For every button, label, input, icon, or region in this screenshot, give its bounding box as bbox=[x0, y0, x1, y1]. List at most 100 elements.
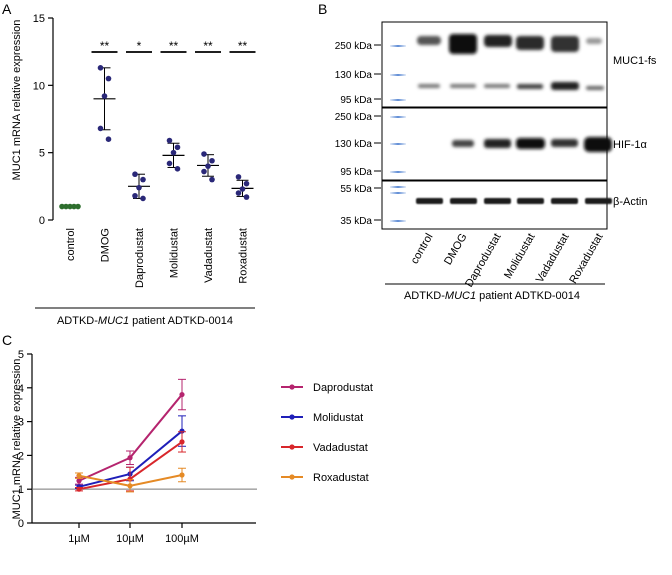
data-point bbox=[97, 65, 104, 71]
band bbox=[416, 198, 443, 204]
ladder-band bbox=[390, 74, 406, 76]
blot-name: HIF-1α bbox=[613, 139, 648, 151]
data-point bbox=[179, 391, 185, 398]
ladder-band bbox=[390, 192, 406, 194]
kda-label: 130 kDa bbox=[335, 139, 373, 150]
lane-label: Daprodustat bbox=[463, 232, 503, 290]
band bbox=[484, 198, 511, 204]
panel-c-series bbox=[75, 378, 186, 493]
x-tick-label: control bbox=[65, 228, 77, 261]
data-point bbox=[209, 176, 215, 183]
panel-a-significance: ** * ** ** ** bbox=[91, 39, 256, 53]
panel-b: B bbox=[318, 1, 657, 302]
x-tick-label: 10µM bbox=[116, 533, 144, 545]
blot-muc1 bbox=[381, 21, 608, 108]
panel-b-label: B bbox=[318, 1, 327, 17]
data-point bbox=[132, 192, 138, 199]
kda-label: 130 kDa bbox=[335, 70, 373, 81]
panel-a: A MUC1 mRNA relative expression 0 5 10 15 c… bbox=[2, 1, 256, 327]
y-tick-label: 2 bbox=[18, 450, 24, 462]
band bbox=[584, 137, 612, 152]
ladder-band bbox=[390, 116, 406, 118]
blot-name: MUC1-fs bbox=[613, 55, 657, 67]
y-tick-label: 10 bbox=[33, 80, 45, 92]
band bbox=[517, 84, 543, 89]
data-point bbox=[166, 160, 173, 167]
blot-names: MUC1-fs HIF-1α β-Actin bbox=[613, 55, 657, 208]
data-point bbox=[132, 171, 138, 178]
data-point bbox=[179, 428, 185, 434]
panel-a-x-labels: control DMOG Daprodustat Molidustat Vadadust… bbox=[65, 228, 250, 288]
legend-label: Roxadustat bbox=[313, 472, 369, 484]
data-point bbox=[75, 203, 81, 210]
panel-a-subtitle: ADTKD-MUC1 patient ADTKD-0014 bbox=[57, 315, 233, 327]
data-point bbox=[209, 157, 215, 164]
panel-c-ylabel: MUC1 mRNA relative expression bbox=[11, 359, 23, 520]
band bbox=[516, 138, 545, 149]
blot-muc1-frame bbox=[381, 21, 608, 108]
band bbox=[516, 36, 544, 50]
data-point bbox=[127, 483, 133, 489]
data-point bbox=[243, 180, 250, 187]
significance-label: ** bbox=[100, 39, 110, 53]
legend-label: Daprodustat bbox=[313, 382, 373, 394]
blot-muc1-bands bbox=[417, 34, 604, 90]
kda-label: 95 kDa bbox=[340, 167, 372, 178]
legend-label: Molidustat bbox=[313, 412, 363, 424]
significance-label: ** bbox=[238, 39, 248, 53]
x-tick-label: Molidustat bbox=[169, 228, 181, 278]
data-point bbox=[59, 203, 65, 210]
y-tick-label: 0 bbox=[39, 215, 45, 227]
band bbox=[449, 34, 477, 54]
data-point bbox=[170, 149, 177, 156]
data-point bbox=[127, 476, 133, 482]
data-point bbox=[105, 136, 112, 142]
band bbox=[551, 36, 579, 52]
legend-marker bbox=[289, 384, 295, 390]
kda-label: 250 kDa bbox=[335, 41, 373, 52]
blot-actin-frame bbox=[381, 180, 608, 230]
panel-c: C MUC1 mRNA relative expression 0 1 2 3 4 5 1… bbox=[2, 332, 373, 545]
data-point bbox=[127, 455, 133, 461]
significance-label: ** bbox=[169, 39, 179, 53]
ladder-band bbox=[390, 220, 406, 222]
band bbox=[418, 84, 440, 88]
data-point bbox=[136, 184, 142, 191]
x-tick-label: Daprodustat bbox=[134, 228, 146, 288]
band bbox=[551, 82, 579, 90]
data-point bbox=[97, 125, 104, 132]
blot-name: β-Actin bbox=[613, 196, 647, 208]
data-point bbox=[201, 151, 207, 157]
band bbox=[450, 84, 476, 88]
band bbox=[417, 36, 441, 45]
band bbox=[452, 140, 474, 147]
band bbox=[586, 86, 604, 90]
x-tick-label: Roxadustat bbox=[238, 228, 250, 284]
lane-label: Vadadustat bbox=[534, 232, 572, 285]
data-point bbox=[105, 75, 112, 82]
band bbox=[585, 198, 612, 204]
band bbox=[450, 198, 477, 204]
band bbox=[484, 84, 510, 88]
band bbox=[484, 35, 512, 47]
lane-label: Roxadustat bbox=[567, 232, 605, 286]
blot-hif1a bbox=[381, 107, 612, 181]
ladder-band bbox=[390, 186, 406, 188]
data-point bbox=[63, 203, 69, 210]
data-point bbox=[205, 163, 211, 169]
y-tick-label: 3 bbox=[18, 417, 24, 429]
panel-a-marks bbox=[59, 65, 254, 210]
band bbox=[517, 198, 544, 204]
legend-marker bbox=[289, 414, 295, 420]
panel-c-label: C bbox=[2, 332, 12, 348]
data-point bbox=[235, 190, 242, 196]
y-tick-label: 15 bbox=[33, 13, 45, 25]
data-point bbox=[140, 195, 146, 202]
blot-actin bbox=[381, 180, 612, 230]
data-point bbox=[174, 144, 181, 151]
band bbox=[484, 139, 511, 148]
panel-a-label: A bbox=[2, 1, 12, 17]
data-point bbox=[76, 486, 82, 492]
kda-markers: 250 kDa 130 kDa 95 kDa 250 kDa 130 kDa 9… bbox=[335, 41, 381, 227]
